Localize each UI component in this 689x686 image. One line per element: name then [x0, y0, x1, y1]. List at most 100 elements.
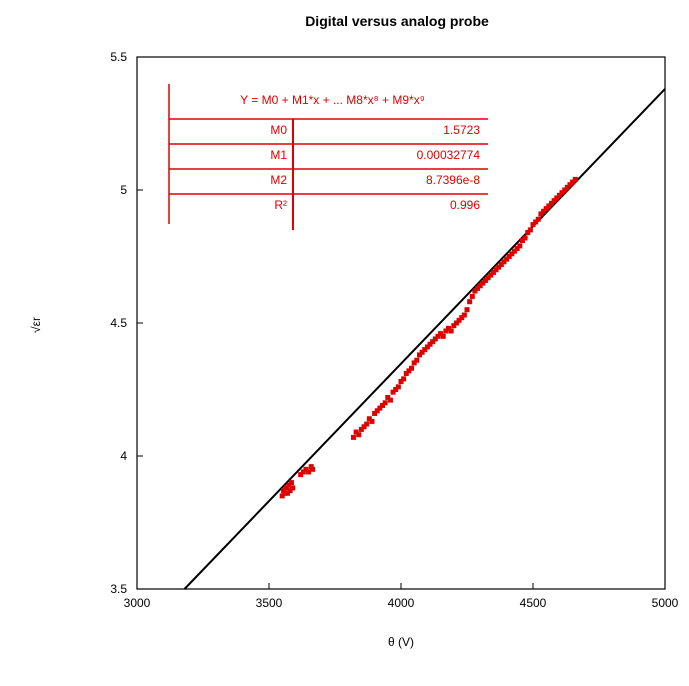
data-point	[393, 387, 399, 392]
data-point	[496, 264, 502, 270]
data-point	[514, 246, 520, 252]
fit-line	[183, 88, 666, 590]
data-point	[490, 269, 496, 275]
data-point	[430, 339, 436, 345]
data-point	[411, 360, 417, 366]
fit-param-value: 8.7396e-8	[426, 173, 480, 187]
data-point	[395, 384, 401, 390]
data-point	[380, 402, 386, 408]
data-point	[385, 394, 391, 400]
data-point	[525, 230, 531, 236]
data-point	[498, 261, 504, 267]
data-point	[435, 333, 441, 339]
data-point	[287, 488, 293, 494]
data-point	[548, 200, 554, 206]
x-tick-label: 4000	[388, 596, 415, 610]
data-point	[353, 429, 359, 435]
data-point	[559, 190, 565, 196]
data-point	[432, 336, 438, 342]
data-point	[509, 251, 515, 257]
fit-param-value: 1.5723	[443, 123, 480, 137]
fit-param-value: 0.996	[450, 198, 480, 212]
data-point	[382, 400, 388, 406]
data-point	[303, 466, 309, 472]
data-point	[374, 408, 380, 414]
plot-frame	[136, 56, 666, 590]
data-point	[512, 248, 518, 254]
data-point	[416, 352, 422, 358]
data-point	[472, 288, 478, 294]
data-point	[530, 222, 536, 228]
data-point	[438, 331, 444, 337]
fit-results-table: Y = M0 + M1*x + ... M8*x⁸ + M9*x⁹ M0 1.572…	[168, 84, 488, 230]
x-axis-ticks: 3000 3500 4000 4500 5000	[124, 583, 679, 610]
data-point	[356, 432, 362, 438]
data-point	[369, 418, 375, 424]
data-point	[538, 211, 544, 217]
fit-param-value: 0.00032774	[417, 148, 481, 162]
data-point	[372, 410, 378, 416]
data-point	[551, 198, 557, 204]
data-point	[448, 328, 454, 334]
data-point	[361, 424, 367, 430]
data-point	[300, 469, 306, 475]
x-tick-label: 4500	[520, 596, 547, 610]
data-point	[527, 227, 533, 233]
fit-param-label: M2	[270, 173, 287, 187]
data-point	[377, 405, 383, 411]
data-point	[504, 256, 510, 262]
data-point	[567, 182, 573, 188]
data-point	[350, 434, 356, 440]
x-tick-label: 3500	[256, 596, 283, 610]
data-point	[283, 485, 289, 491]
plot-area: 3000 3500 4000 4500 5000 3.5 4 4.5 5 5.5 Y = M0 …	[110, 50, 678, 610]
data-points-layer	[279, 176, 578, 499]
data-point	[475, 285, 481, 291]
data-point	[519, 238, 525, 244]
data-point	[546, 203, 552, 209]
data-point	[488, 272, 494, 278]
data-point	[506, 254, 512, 259]
y-axis-ticks: 3.5 4 4.5 5 5.5	[110, 50, 143, 596]
data-point	[390, 389, 396, 395]
data-point	[562, 187, 568, 193]
data-point	[443, 328, 449, 334]
data-point	[440, 333, 446, 339]
data-point	[282, 490, 288, 496]
y-axis-label: √εr	[29, 317, 43, 333]
data-point	[485, 275, 491, 281]
y-tick-label: 4.5	[110, 316, 127, 330]
fit-equation: Y = M0 + M1*x + ... M8*x⁸ + M9*x⁹	[240, 93, 425, 107]
data-point	[469, 293, 475, 299]
x-axis-label: θ (V)	[388, 635, 414, 649]
data-point	[467, 299, 473, 305]
fit-param-label: M0	[270, 123, 287, 137]
data-point	[366, 416, 372, 422]
data-point	[288, 480, 294, 486]
data-point	[541, 208, 547, 214]
data-point	[464, 307, 470, 313]
data-point	[446, 325, 452, 331]
data-point	[522, 235, 528, 241]
data-point	[358, 426, 364, 432]
fit-param-label: M1	[270, 148, 287, 162]
y-tick-label: 4	[120, 449, 127, 463]
data-point	[281, 488, 287, 494]
data-point	[422, 347, 428, 353]
data-point	[290, 485, 296, 491]
data-point	[406, 368, 412, 374]
data-point	[456, 317, 462, 323]
data-point	[451, 323, 457, 329]
data-point	[364, 421, 370, 427]
data-point	[493, 267, 499, 273]
y-tick-label: 5	[120, 183, 127, 197]
data-point	[419, 349, 425, 355]
data-point	[401, 376, 407, 382]
data-point	[409, 365, 415, 371]
data-point	[403, 371, 409, 377]
data-point	[564, 184, 570, 190]
data-point	[556, 192, 562, 198]
data-point	[279, 493, 285, 499]
data-point	[543, 206, 549, 212]
